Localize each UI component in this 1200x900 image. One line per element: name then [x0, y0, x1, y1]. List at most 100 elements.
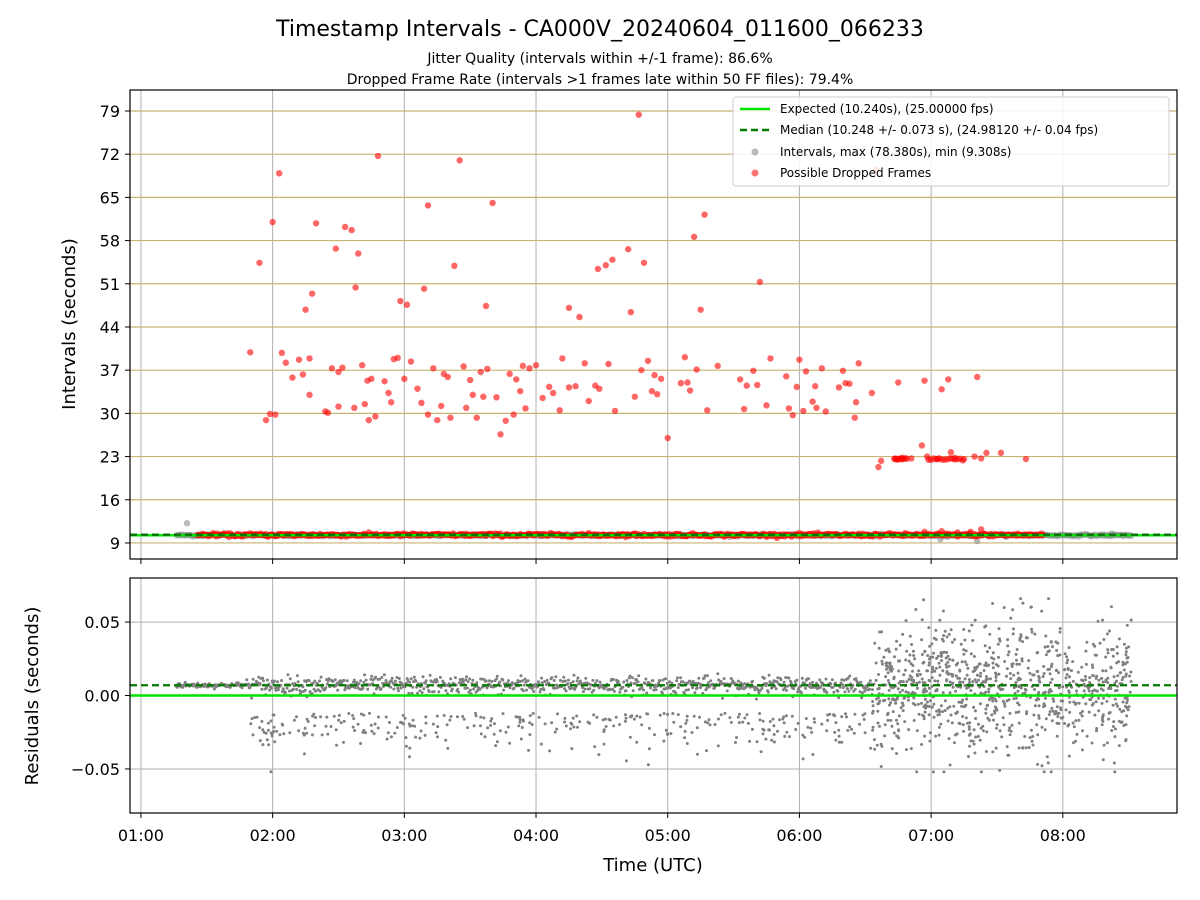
- residual-point: [809, 726, 813, 730]
- residual-point: [279, 683, 283, 687]
- residual-point: [737, 721, 741, 725]
- residual-point: [1104, 669, 1108, 673]
- residual-point: [977, 662, 981, 666]
- residual-point: [948, 657, 952, 661]
- residual-point: [891, 710, 895, 714]
- residual-point: [811, 753, 815, 756]
- residual-point: [1040, 764, 1044, 768]
- residual-point: [725, 689, 729, 693]
- residual-point: [947, 664, 951, 668]
- residual-point: [886, 718, 890, 722]
- residual-point: [413, 724, 417, 728]
- residual-point: [858, 690, 862, 694]
- residual-point: [977, 722, 980, 726]
- residual-point: [528, 714, 532, 718]
- residual-point: [736, 715, 740, 719]
- residual-point: [378, 677, 382, 681]
- residual-point: [651, 679, 655, 683]
- residual-point: [1044, 634, 1048, 638]
- residual-point: [934, 628, 938, 632]
- residual-point: [295, 687, 299, 691]
- residual-point: [569, 721, 573, 725]
- residual-point: [420, 691, 424, 695]
- residual-point: [1018, 638, 1022, 642]
- residual-point: [1113, 697, 1117, 701]
- dropped-frame-point: [306, 391, 313, 399]
- residual-point: [937, 725, 941, 729]
- residual-point: [412, 675, 416, 679]
- residual-point: [888, 703, 891, 707]
- residual-point: [1124, 662, 1127, 666]
- dropped-frame-point: [581, 360, 588, 367]
- residual-point: [1097, 709, 1101, 713]
- residuals-x-tick-label: 06:00: [776, 826, 822, 845]
- residual-point: [967, 755, 970, 758]
- residual-point: [879, 765, 883, 768]
- residual-point: [1010, 662, 1014, 666]
- intervals-y-tick-label: 51: [100, 275, 120, 294]
- residual-point: [370, 729, 374, 733]
- residual-point: [1106, 648, 1110, 652]
- residual-point: [621, 685, 625, 689]
- residual-point: [853, 712, 857, 716]
- residual-point: [772, 733, 776, 736]
- residual-point: [646, 712, 650, 716]
- chart-subtitle-1: Jitter Quality (intervals within +/-1 fr…: [426, 51, 772, 67]
- residual-point: [1106, 632, 1109, 636]
- residual-point: [934, 638, 938, 641]
- residual-point: [770, 685, 774, 689]
- residual-point: [860, 696, 864, 700]
- residual-point: [388, 721, 391, 724]
- residual-point: [450, 687, 454, 691]
- residual-point: [618, 723, 621, 726]
- residual-point: [342, 678, 346, 682]
- residual-point: [1098, 641, 1102, 645]
- residual-point: [1120, 678, 1124, 682]
- residual-point: [1008, 711, 1012, 715]
- residual-point: [951, 681, 955, 685]
- residual-point: [897, 736, 901, 740]
- residual-point: [897, 659, 900, 663]
- residual-point: [815, 681, 818, 685]
- residual-point: [845, 687, 849, 691]
- residual-point: [785, 688, 788, 692]
- residual-point: [941, 691, 945, 695]
- residual-point: [972, 728, 976, 732]
- residual-point: [969, 739, 973, 743]
- residual-point: [1101, 758, 1105, 762]
- residual-point: [414, 679, 418, 683]
- residual-point: [480, 685, 484, 689]
- residual-point: [642, 688, 645, 692]
- residual-point: [534, 682, 538, 686]
- residual-point: [965, 673, 969, 677]
- dropped-frame-point: [627, 308, 635, 316]
- residual-point: [901, 688, 905, 692]
- residual-point: [772, 724, 776, 728]
- residual-point: [948, 763, 952, 767]
- residual-point: [270, 734, 274, 738]
- residual-point: [319, 675, 323, 679]
- residual-point: [778, 718, 781, 722]
- residual-point: [675, 679, 679, 683]
- residual-point: [1115, 684, 1119, 688]
- residual-point: [1106, 651, 1110, 655]
- residual-point: [931, 770, 935, 774]
- residual-point: [623, 719, 627, 723]
- dropped-frame-point: [938, 528, 945, 535]
- residual-point: [408, 724, 412, 728]
- residual-point: [1016, 689, 1020, 693]
- residual-point: [407, 691, 411, 695]
- residual-point: [984, 661, 988, 665]
- residual-point: [834, 681, 837, 685]
- residual-point: [1030, 630, 1034, 634]
- residual-point: [1055, 721, 1059, 725]
- residual-point: [1110, 729, 1114, 732]
- residual-point: [971, 680, 975, 684]
- residual-point: [927, 705, 931, 708]
- residual-point: [1041, 675, 1045, 678]
- residual-point: [265, 686, 269, 690]
- residual-point: [1097, 696, 1101, 700]
- residual-point: [697, 676, 701, 680]
- residual-point: [369, 723, 373, 727]
- residual-point: [563, 687, 566, 691]
